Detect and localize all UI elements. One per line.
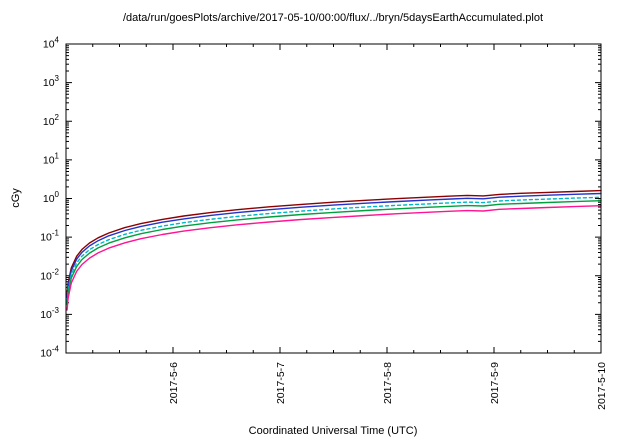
svg-text:10-1: 10-1 [40, 229, 59, 244]
series-line-accumulated-dose-1 [66, 189, 602, 296]
svg-text:2017-5-6: 2017-5-6 [168, 362, 180, 404]
y-axis-label: cGy [10, 188, 22, 208]
axis-tick-labels: 10-4 10-3 10-2 10-1 100 101 102 103 104 2017-5-6 2… [40, 36, 608, 410]
svg-text:2017-5-7: 2017-5-7 [275, 362, 287, 404]
plot-frame [65, 43, 602, 354]
series-line-accumulated-dose-4 [66, 199, 602, 306]
series-lines [66, 189, 602, 311]
x-axis-label: Coordinated Universal Time (UTC) [248, 425, 418, 437]
svg-text:10-3: 10-3 [40, 306, 59, 321]
svg-text:2017-5-10: 2017-5-10 [596, 362, 608, 410]
series-line-accumulated-dose-2 [66, 192, 602, 299]
svg-text:2017-5-8: 2017-5-8 [382, 362, 394, 404]
svg-text:100: 100 [43, 190, 60, 205]
svg-text:10-4: 10-4 [40, 345, 59, 360]
plot-background [66, 44, 601, 353]
chart-title: /data/run/goesPlots/archive/2017-05-10/0… [122, 12, 544, 24]
svg-text:103: 103 [43, 74, 60, 89]
svg-text:102: 102 [43, 113, 60, 128]
svg-text:101: 101 [43, 151, 60, 166]
series-line-accumulated-dose-3 [66, 196, 602, 303]
svg-text:2017-5-9: 2017-5-9 [489, 362, 501, 404]
svg-text:10-2: 10-2 [40, 267, 59, 282]
series-line-accumulated-dose-5 [66, 204, 602, 311]
svg-text:104: 104 [43, 36, 60, 51]
